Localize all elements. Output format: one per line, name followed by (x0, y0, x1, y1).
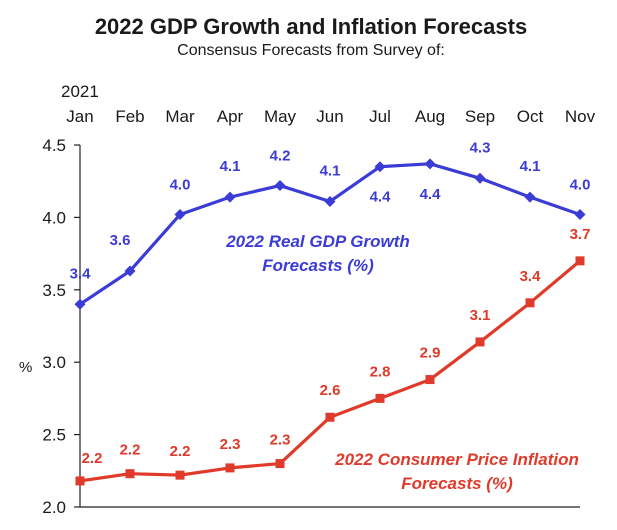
data-point (575, 256, 585, 266)
data-label: 2.9 (420, 345, 441, 362)
data-label: 4.0 (170, 177, 191, 194)
data-label: 2.2 (82, 450, 103, 467)
y-axis-label: % (19, 359, 32, 376)
chart-subtitle: Consensus Forecasts from Survey of: (177, 42, 445, 59)
data-label: 4.1 (520, 158, 541, 175)
data-label: 4.1 (320, 162, 341, 179)
series-annotation-line2: Forecasts (%) (262, 256, 374, 275)
data-point (75, 476, 85, 486)
series-line (79, 259, 582, 483)
data-point (425, 375, 435, 385)
data-label: 2.2 (170, 443, 191, 460)
data-label: 4.4 (420, 186, 442, 203)
data-point (224, 191, 236, 203)
data-label: 2.3 (220, 436, 241, 453)
data-point (474, 172, 486, 184)
data-point (74, 298, 86, 310)
x-tick-label: Jun (316, 107, 343, 126)
axes (79, 145, 580, 508)
series-0: 3.4 3.6 4.0 4.1 4.2 4.1 4.4 4.4 4.3 4.1 4.0 (70, 139, 591, 310)
data-label: 4.2 (270, 148, 291, 165)
data-label: 2.2 (120, 442, 141, 459)
year-label: 2021 (61, 82, 99, 101)
data-point (325, 412, 335, 422)
data-label: 4.1 (220, 158, 241, 175)
x-tick-label: Sep (465, 107, 495, 126)
data-point (324, 195, 336, 207)
x-tick-label: Jan (66, 107, 93, 126)
series-1: 2.2 2.2 2.2 2.3 2.3 2.6 2.8 2.9 3.1 3.4 3.7 (75, 226, 591, 486)
y-tick-labels: 2.0 2.5 3.0 3.5 4.0 4.5 (42, 136, 80, 517)
x-tick-label: Oct (517, 107, 544, 126)
data-label: 3.6 (110, 232, 131, 249)
x-tick-label: Nov (565, 107, 596, 126)
data-label: 3.4 (520, 268, 542, 285)
data-point (275, 459, 285, 469)
x-tick-labels: Jan Feb Mar Apr May Jun Jul Aug Sep Oct Nov (66, 107, 595, 126)
data-point (524, 191, 536, 203)
series-annotation-line2: Forecasts (%) (401, 474, 513, 493)
x-tick-label: May (264, 107, 297, 126)
data-label: 2.6 (320, 382, 341, 399)
data-label: 3.4 (70, 265, 92, 282)
y-tick-label: 2.5 (42, 426, 66, 445)
data-label: 2.8 (370, 363, 391, 380)
x-tick-label: Jul (369, 107, 391, 126)
data-point (124, 265, 136, 277)
data-point (525, 298, 535, 308)
y-tick-label: 4.0 (42, 208, 66, 227)
x-tick-label: Apr (217, 107, 244, 126)
series-annotation-line1: 2022 Consumer Price Inflation (334, 450, 579, 469)
data-point (374, 161, 386, 173)
x-tick-label: Aug (415, 107, 445, 126)
data-point (424, 158, 436, 170)
data-point (175, 470, 185, 480)
data-point (274, 180, 286, 192)
chart-title: 2022 GDP Growth and Inflation Forecasts (95, 14, 527, 39)
data-point (375, 393, 385, 403)
data-label: 4.4 (370, 189, 392, 206)
data-label: 3.7 (570, 226, 591, 243)
series-annotations: 2022 Real GDP Growth Forecasts (%) 2022 Co… (225, 232, 579, 493)
data-point (125, 469, 135, 479)
data-label: 4.0 (570, 177, 591, 194)
x-tick-label: Mar (165, 107, 195, 126)
x-tick-label: Feb (115, 107, 144, 126)
y-tick-label: 3.0 (42, 353, 66, 372)
data-point (475, 337, 485, 347)
y-tick-label: 3.5 (42, 281, 66, 300)
series-layer: 3.43.64.04.14.24.14.4 4.44.34.14.02.2 2.2 2… (70, 139, 591, 486)
y-tick-label: 2.0 (42, 498, 66, 517)
data-point (174, 209, 186, 221)
y-tick-label: 4.5 (42, 136, 66, 155)
data-label: 3.1 (470, 307, 491, 324)
data-point (225, 463, 235, 473)
series-annotation-line1: 2022 Real GDP Growth (225, 232, 410, 251)
data-label: 2.3 (270, 432, 291, 449)
data-label: 4.3 (470, 139, 491, 156)
data-point (574, 209, 586, 221)
